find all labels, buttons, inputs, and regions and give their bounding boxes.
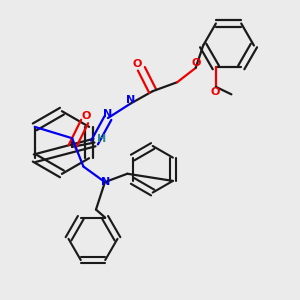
Text: O: O (211, 87, 220, 97)
Text: N: N (126, 94, 136, 104)
Text: N: N (103, 109, 112, 119)
Text: N: N (101, 177, 110, 187)
Text: O: O (81, 111, 91, 121)
Text: O: O (133, 59, 142, 69)
Text: O: O (192, 58, 201, 68)
Text: H: H (97, 134, 106, 144)
